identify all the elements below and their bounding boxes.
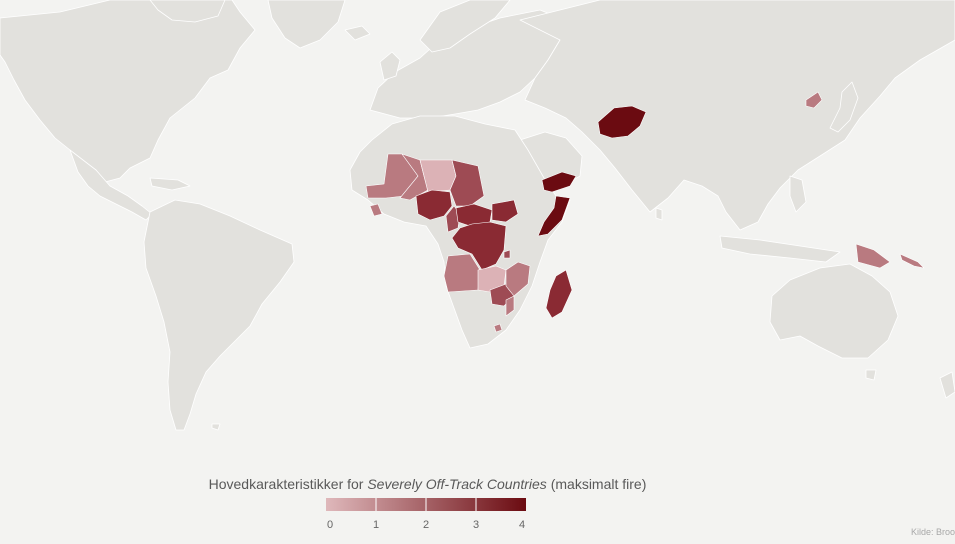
north-america — [0, 0, 256, 183]
tasmania — [865, 369, 877, 381]
country-png-islands[interactable] — [899, 253, 925, 269]
country-mozambique[interactable] — [505, 261, 531, 317]
legend-title-suffix: (maksimalt fire) — [546, 476, 647, 492]
central-america — [69, 149, 153, 221]
south-america — [143, 199, 295, 431]
arctic-islands — [149, 0, 226, 23]
country-nigeria[interactable] — [415, 189, 453, 221]
sri-lanka — [655, 207, 663, 221]
iceland — [344, 25, 371, 41]
legend-ticks: 0 1 2 3 4 — [326, 519, 526, 533]
legend-color-scale — [326, 498, 526, 511]
falklands — [211, 423, 221, 431]
greenland — [267, 0, 346, 49]
japan — [829, 81, 859, 133]
country-yemen[interactable] — [541, 171, 577, 193]
country-papua-new-guinea[interactable] — [855, 243, 891, 269]
legend-title-prefix: Hovedkarakteristikker for — [208, 476, 368, 492]
legend-tick-3: 3 — [472, 519, 480, 531]
asia — [519, 0, 955, 231]
legend-tick-0: 0 — [326, 519, 334, 531]
country-sierra-leone[interactable] — [369, 203, 383, 217]
australia — [769, 263, 899, 359]
legend-title: Hovedkarakteristikker for Severely Off-T… — [0, 476, 855, 492]
scandinavia — [419, 0, 511, 53]
legend-tick-2: 2 — [422, 519, 430, 531]
legend-tick-1: 1 — [372, 519, 380, 531]
country-somalia[interactable] — [537, 195, 571, 237]
caribbean — [149, 177, 191, 191]
country-lesotho[interactable] — [493, 323, 503, 333]
country-north-korea[interactable] — [805, 91, 823, 109]
country-chad[interactable] — [449, 159, 485, 207]
british-isles — [379, 51, 401, 81]
new-zealand — [939, 371, 955, 399]
indonesia — [719, 235, 841, 263]
legend-tick-4: 4 — [518, 519, 526, 531]
legend-title-italic: Severely Off-Track Countries — [367, 476, 547, 492]
country-madagascar[interactable] — [545, 269, 573, 319]
country-south-sudan[interactable] — [491, 199, 519, 223]
country-drc[interactable] — [451, 221, 507, 271]
source-note: Kilde: Broo — [910, 527, 955, 537]
country-burundi[interactable] — [503, 249, 511, 259]
philippines — [789, 175, 807, 213]
country-afghanistan[interactable] — [597, 105, 647, 139]
highlighted-countries — [365, 91, 925, 333]
